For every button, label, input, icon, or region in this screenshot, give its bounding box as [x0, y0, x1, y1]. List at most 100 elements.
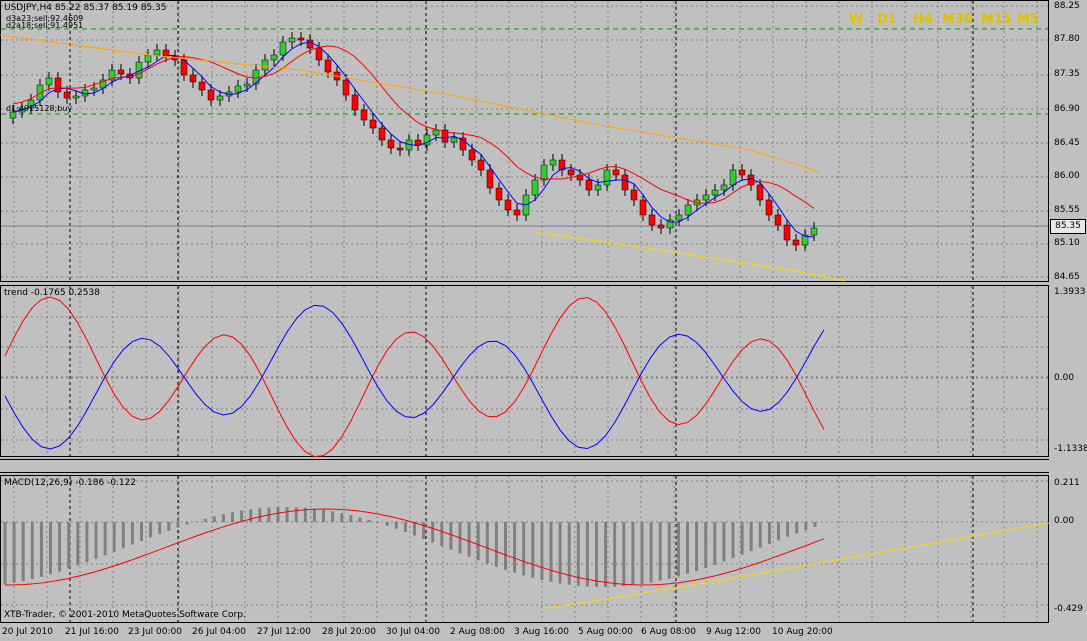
macd-tick: 0.00	[1054, 516, 1075, 526]
candle-body	[216, 95, 224, 101]
order-label-3: d1;4915128;buy	[6, 104, 73, 113]
order-label-1: d3a23;sell;92.4609	[6, 14, 84, 23]
price-tick: 84.65	[1054, 272, 1080, 282]
candle-body	[549, 159, 557, 166]
slow-ma-line	[12, 45, 815, 209]
price-tick: 85.55	[1054, 205, 1080, 215]
candle-body	[90, 87, 98, 91]
time-tick: 23 Jul 00:00	[128, 627, 182, 637]
candle-body	[675, 214, 683, 221]
candle-body	[306, 39, 314, 49]
candle-body	[621, 174, 629, 191]
candle-body	[387, 139, 395, 149]
candle-body	[666, 219, 674, 229]
candle-body	[504, 199, 512, 211]
candle-body	[495, 187, 503, 201]
candle-body	[252, 69, 260, 85]
candle-body	[540, 164, 548, 181]
fast-ma-line	[12, 41, 815, 238]
price-pane[interactable]	[0, 0, 1049, 282]
candle-body	[603, 169, 611, 186]
macd-pane[interactable]	[0, 475, 1050, 623]
time-tick: 3 Aug 16:00	[514, 627, 569, 637]
pane-frame	[0, 0, 1049, 282]
candle-body	[117, 69, 125, 75]
price-tick: 87.80	[1054, 34, 1080, 44]
candle-body	[585, 179, 593, 191]
time-tick: 2 Aug 08:00	[450, 627, 505, 637]
candle-body	[738, 169, 746, 176]
time-tick: 21 Jul 16:00	[65, 627, 119, 637]
tf-m30[interactable]: M30	[942, 12, 974, 27]
candle-body	[198, 81, 206, 91]
candle-body	[711, 189, 719, 196]
chart-header: USDJPY,H4 85.22 85.37 85.19 85.35	[4, 3, 167, 13]
candle-body	[477, 159, 485, 171]
candle-body	[414, 139, 422, 146]
candle-body	[72, 95, 80, 99]
candle-body	[207, 89, 215, 101]
trend-blue-line	[4, 304, 825, 450]
trend-indicator-chart[interactable]	[0, 285, 1049, 458]
tf-d1[interactable]: D1	[877, 12, 897, 27]
time-tick: 10 Aug 20:00	[772, 627, 833, 637]
candle-body	[108, 69, 116, 81]
candle-body	[594, 184, 602, 191]
time-tick: 28 Jul 20:00	[322, 627, 376, 637]
trend-red-line	[4, 296, 825, 458]
candle-body	[369, 119, 377, 129]
trend-pane[interactable]	[0, 285, 1049, 458]
candle-body	[351, 94, 359, 111]
candle-body	[648, 214, 656, 226]
macd-chart[interactable]	[0, 475, 1050, 623]
order-label-2: d2a18;sell;91.4951	[6, 21, 84, 30]
candle-body	[63, 91, 71, 99]
tf-m15[interactable]: M15	[981, 12, 1013, 27]
trend-label: trend -0.1765 0.2538	[4, 288, 100, 298]
candle-body	[684, 204, 692, 216]
candle-body	[315, 47, 323, 61]
trend-tick: 1.3933	[1054, 287, 1086, 297]
time-tick: 6 Aug 08:00	[641, 627, 696, 637]
candle-body	[774, 214, 782, 226]
candle-body	[360, 109, 368, 121]
candle-body	[27, 99, 35, 109]
macd-tick: -0.429	[1054, 604, 1084, 614]
empty-pane	[0, 459, 1049, 473]
time-tick: 20 Jul 2010	[2, 627, 53, 637]
candle-body	[36, 84, 44, 101]
macd-label: MACD(12,26,9) -0.186 -0.122	[4, 478, 137, 488]
candle-body	[396, 147, 404, 151]
tf-m5[interactable]: M5	[1017, 12, 1039, 27]
tf-h4[interactable]: H4	[913, 12, 933, 27]
candle-body	[450, 137, 458, 143]
candle-body	[378, 127, 386, 141]
candle-body	[423, 134, 431, 146]
candle-body	[279, 41, 287, 56]
candle-body	[810, 227, 818, 236]
candle-body	[702, 194, 710, 201]
price-tick: 86.90	[1054, 104, 1080, 114]
pane-frame	[0, 285, 1049, 457]
candle-body	[45, 77, 53, 86]
support-trendline	[534, 231, 846, 282]
candle-body	[792, 239, 800, 246]
price-tick: 86.00	[1054, 171, 1080, 181]
candle-body	[531, 179, 539, 196]
candle-body	[54, 77, 62, 93]
candle-body	[234, 85, 242, 93]
time-tick: 27 Jul 12:00	[257, 627, 311, 637]
price-tick: 88.25	[1054, 1, 1080, 11]
candle-body	[459, 137, 467, 151]
pane-frame	[0, 475, 1049, 623]
tf-w[interactable]: W	[849, 12, 864, 27]
macd-trendline	[547, 522, 1050, 609]
candle-body	[639, 199, 647, 216]
candle-body	[243, 83, 251, 87]
candle-body	[342, 79, 350, 96]
time-tick: 9 Aug 12:00	[706, 627, 761, 637]
candle-body	[612, 169, 620, 176]
time-axis: 20 Jul 2010 21 Jul 16:00 23 Jul 00:00 26 Ju…	[0, 623, 1087, 641]
time-tick: 30 Jul 04:00	[386, 627, 440, 637]
price-chart[interactable]	[0, 0, 1049, 282]
